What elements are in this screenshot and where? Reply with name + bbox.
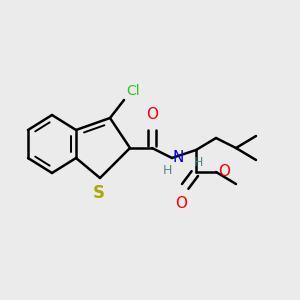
Text: N: N: [173, 149, 184, 164]
Text: O: O: [146, 107, 158, 122]
Text: S: S: [93, 184, 105, 202]
Text: H: H: [193, 155, 203, 169]
Text: O: O: [175, 196, 187, 211]
Text: Cl: Cl: [126, 84, 140, 98]
Text: O: O: [218, 164, 230, 178]
Text: H: H: [162, 164, 172, 176]
